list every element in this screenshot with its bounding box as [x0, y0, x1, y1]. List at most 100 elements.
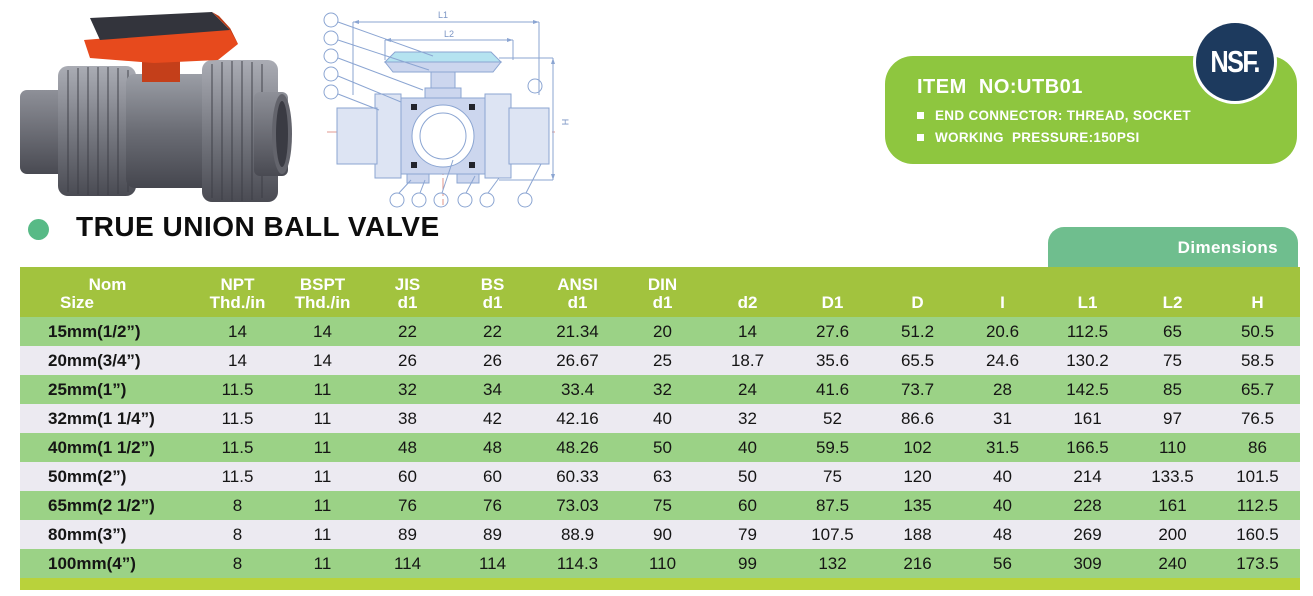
- value-cell: 135: [903, 495, 932, 515]
- value-cell: 200: [1158, 524, 1187, 544]
- value-cell: 133.5: [1151, 466, 1194, 486]
- dimension-H: [499, 57, 555, 181]
- value-cell: 188: [903, 524, 932, 544]
- value-cell: 75: [823, 466, 842, 486]
- value-cell: 65: [1163, 321, 1182, 341]
- value-cell: 161: [1158, 495, 1187, 515]
- value-cell: 48: [398, 437, 417, 457]
- value-cell: 11: [313, 495, 332, 515]
- value-cell: 112.5: [1236, 495, 1279, 515]
- value-cell: 33.4: [560, 379, 595, 399]
- value-cell: 11: [313, 437, 332, 457]
- value-cell: 42: [483, 408, 502, 428]
- value-cell: 14: [313, 350, 332, 370]
- value-cell: 65.5: [900, 350, 935, 370]
- nom-size-cell: 15mm(1/2”): [48, 321, 141, 341]
- nsf-logo-text: NSF.: [1210, 44, 1261, 79]
- feature-text: WORKING PRESSURE:150PSI: [935, 130, 1140, 145]
- value-cell: 11: [313, 408, 332, 428]
- column-header: NPT Thd./in: [195, 267, 280, 317]
- value-cell: 76: [398, 495, 417, 515]
- value-cell: 56: [993, 553, 1012, 573]
- item-number: ITEM NO:UTB01: [917, 76, 1083, 98]
- title-bullet-dot-icon: [28, 219, 49, 240]
- value-cell: 11: [313, 524, 332, 544]
- nom-size-cell: 65mm(2 1/2”): [48, 495, 155, 515]
- value-cell: 18.7: [730, 350, 765, 370]
- value-cell: 20.6: [985, 321, 1020, 341]
- bullet-square-icon: [917, 112, 924, 119]
- value-cell: 14: [228, 321, 247, 341]
- nom-size-cell: 25mm(1”): [48, 379, 127, 399]
- value-cell: 97: [1163, 408, 1182, 428]
- value-cell: 73.03: [556, 495, 599, 515]
- value-cell: 40: [738, 437, 757, 457]
- dimensions-table: Nom Size NPT Thd./in BSPT Thd./in JIS d1 BS d1 ANS…: [20, 267, 1300, 578]
- value-cell: 76.5: [1240, 408, 1275, 428]
- column-header: D: [875, 267, 960, 317]
- technical-drawing: L1 L2 H: [303, 0, 575, 215]
- value-cell: 88.9: [560, 524, 595, 544]
- nom-size-cell: 80mm(3”): [48, 524, 127, 544]
- value-cell: 60: [738, 495, 757, 515]
- column-header: BS d1: [450, 267, 535, 317]
- dim-label-L2: L2: [444, 29, 454, 39]
- value-cell: 40: [993, 466, 1012, 486]
- value-cell: 110: [648, 553, 677, 573]
- table-row: 50mm(2”) 11.5 11 60 60 60.33 63 50 75 120 40 214 133…: [20, 462, 1300, 491]
- value-cell: 40: [653, 408, 672, 428]
- value-cell: 32: [738, 408, 757, 428]
- value-cell: 11: [313, 379, 332, 399]
- value-cell: 35.6: [815, 350, 850, 370]
- value-cell: 11: [313, 466, 332, 486]
- value-cell: 87.5: [815, 495, 850, 515]
- value-cell: 60.33: [556, 466, 599, 486]
- value-cell: 25: [653, 350, 672, 370]
- value-cell: 11.5: [221, 437, 254, 457]
- table-row: 80mm(3”) 8 11 89 89 88.9 90 79 107.5 188 48 269 200 1…: [20, 520, 1300, 549]
- value-cell: 86: [1248, 437, 1267, 457]
- value-cell: 63: [653, 466, 672, 486]
- column-header: D1: [790, 267, 875, 317]
- value-cell: 48: [993, 524, 1012, 544]
- value-cell: 216: [903, 553, 932, 573]
- value-cell: 269: [1073, 524, 1102, 544]
- right-port: [254, 92, 292, 176]
- value-cell: 41.6: [815, 379, 850, 399]
- value-cell: 11.5: [221, 379, 254, 399]
- value-cell: 42.16: [556, 408, 599, 428]
- table-row: 15mm(1/2”) 14 14 22 22 21.34 20 14 27.6 51.2 20.6 1…: [20, 317, 1300, 346]
- value-cell: 65.7: [1240, 379, 1275, 399]
- value-cell: 59.5: [815, 437, 850, 457]
- drawing-body: [336, 93, 550, 184]
- value-cell: 38: [398, 408, 417, 428]
- column-header: L1: [1045, 267, 1130, 317]
- value-cell: 110: [1158, 437, 1187, 457]
- column-header: BSPT Thd./in: [280, 267, 365, 317]
- column-header: DIN d1: [620, 267, 705, 317]
- value-cell: 102: [903, 437, 932, 457]
- value-cell: 112.5: [1066, 321, 1109, 341]
- value-cell: 132: [818, 553, 847, 573]
- value-cell: 86.6: [900, 408, 935, 428]
- dim-label-L1: L1: [438, 10, 448, 20]
- product-photo: [14, 0, 296, 210]
- value-cell: 75: [653, 495, 672, 515]
- value-cell: 48: [483, 437, 502, 457]
- value-cell: 11: [313, 553, 332, 573]
- table-header-row: Nom Size NPT Thd./in BSPT Thd./in JIS d1 BS d1 ANS…: [20, 267, 1300, 317]
- table-row: 32mm(1 1/4”) 11.5 11 38 42 42.16 40 32 52 86.6 31 1…: [20, 404, 1300, 433]
- value-cell: 24: [738, 379, 757, 399]
- value-cell: 89: [483, 524, 502, 544]
- table-bottom-strip: [20, 578, 1300, 590]
- column-header: L2: [1130, 267, 1215, 317]
- value-cell: 101.5: [1236, 466, 1279, 486]
- value-cell: 11.5: [221, 466, 254, 486]
- dimensions-tab: Dimensions: [1048, 227, 1298, 268]
- table-row: 65mm(2 1/2”) 8 11 76 76 73.03 75 60 87.5 135 40 228…: [20, 491, 1300, 520]
- value-cell: 75: [1163, 350, 1182, 370]
- value-cell: 79: [738, 524, 757, 544]
- value-cell: 48.26: [556, 437, 599, 457]
- nsf-logo: NSF.: [1196, 23, 1274, 101]
- value-cell: 107.5: [811, 524, 854, 544]
